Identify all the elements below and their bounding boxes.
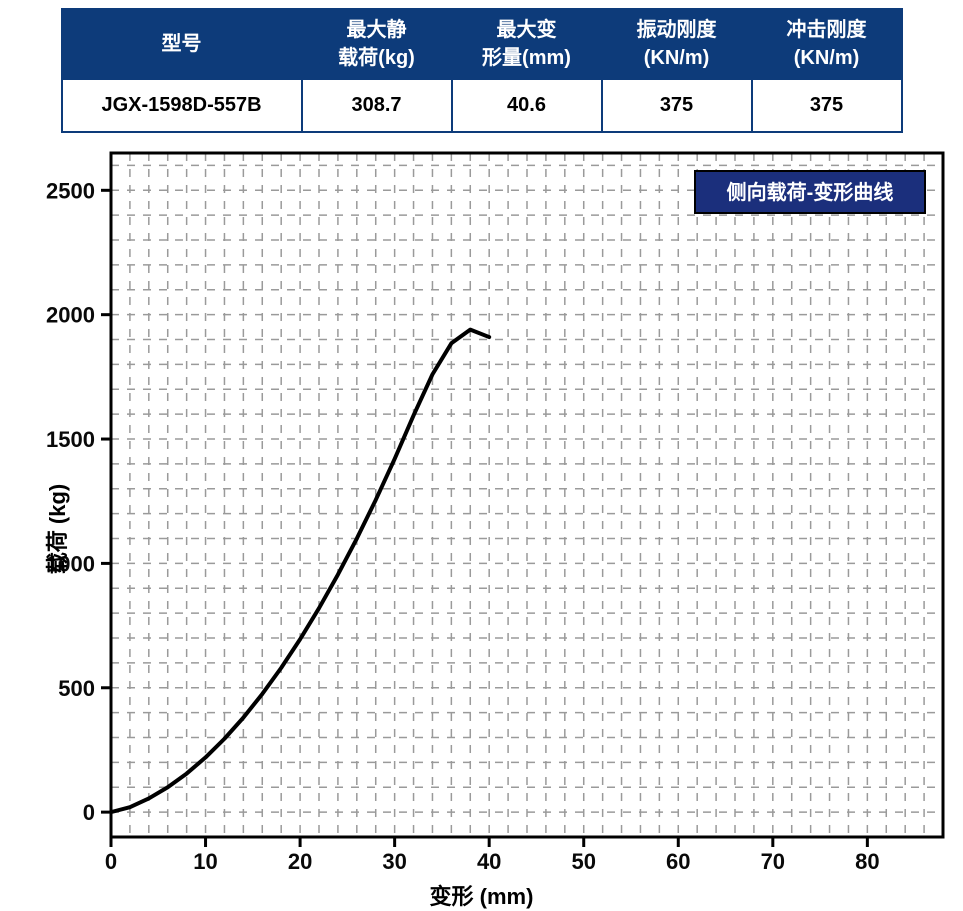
chart-area: 载荷 (kg) 01020304050607080050010001500200…	[15, 147, 949, 911]
svg-text:60: 60	[666, 849, 690, 874]
svg-text:2500: 2500	[46, 178, 95, 203]
svg-text:80: 80	[855, 849, 879, 874]
svg-text:2000: 2000	[46, 303, 95, 328]
th-maxdeform: 最大变形量(mm)	[452, 9, 602, 79]
th-impstiff: 冲击刚度(KN/m)	[752, 9, 902, 79]
cell-impstiff: 375	[752, 79, 902, 132]
cell-model: JGX-1598D-557B	[62, 79, 302, 132]
th-maxload: 最大静载荷(kg)	[302, 9, 452, 79]
svg-text:0: 0	[104, 849, 116, 874]
cell-maxload: 308.7	[302, 79, 452, 132]
th-model: 型号	[62, 9, 302, 79]
svg-text:10: 10	[193, 849, 217, 874]
spec-table: 型号 最大静载荷(kg) 最大变形量(mm) 振动刚度(KN/m) 冲击刚度(K…	[61, 8, 903, 133]
y-axis-label: 载荷 (kg)	[40, 484, 72, 574]
load-deformation-chart: 0102030405060708005001000150020002500侧向载…	[15, 147, 949, 877]
cell-vibstiff: 375	[602, 79, 752, 132]
svg-text:20: 20	[287, 849, 311, 874]
svg-text:30: 30	[382, 849, 406, 874]
chart-title-box: 侧向载荷-变形曲线	[726, 180, 893, 204]
th-vibstiff: 振动刚度(KN/m)	[602, 9, 752, 79]
svg-text:70: 70	[760, 849, 784, 874]
svg-text:0: 0	[82, 800, 94, 825]
svg-text:50: 50	[571, 849, 595, 874]
cell-maxdeform: 40.6	[452, 79, 602, 132]
svg-text:500: 500	[58, 676, 95, 701]
table-row: JGX-1598D-557B 308.7 40.6 375 375	[62, 79, 902, 132]
svg-text:40: 40	[476, 849, 500, 874]
x-axis-label: 变形 (mm)	[15, 879, 949, 911]
svg-text:1500: 1500	[46, 427, 95, 452]
